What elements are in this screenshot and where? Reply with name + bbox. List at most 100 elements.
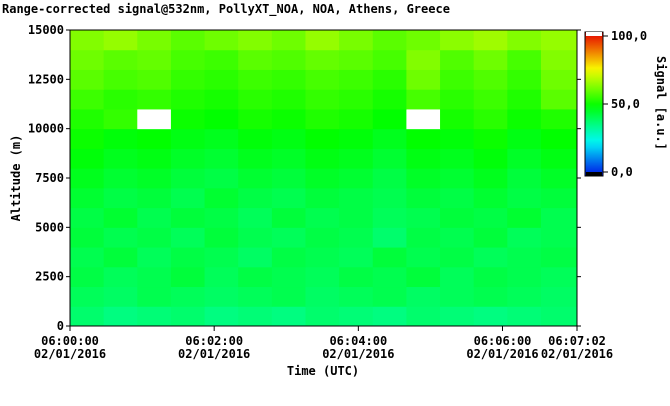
heatmap-cell <box>440 286 475 307</box>
heatmap-cell <box>339 187 374 209</box>
heatmap-cell <box>540 108 578 130</box>
heatmap-cell <box>507 227 542 248</box>
heatmap-cell <box>170 227 206 248</box>
heatmap-cell <box>507 168 542 189</box>
heatmap-cell <box>339 207 374 228</box>
colorbar-tick-label: 0,0 <box>611 165 633 179</box>
x-tick-label: 06:04:00 <box>329 334 387 348</box>
heatmap-cell <box>170 286 206 307</box>
heatmap-cell <box>507 148 542 169</box>
heatmap-cell <box>103 266 138 288</box>
heatmap-cell <box>204 108 239 130</box>
heatmap-cell <box>305 266 340 288</box>
heatmap-cell <box>271 286 306 307</box>
heatmap-cell <box>473 306 508 327</box>
heatmap-cell <box>305 306 340 327</box>
heatmap-cell <box>70 30 105 51</box>
colorbar <box>584 31 604 177</box>
x-tick-label: 06:00:00 <box>41 334 99 348</box>
x-tick-date: 02/01/2016 <box>178 347 250 361</box>
heatmap-cell <box>70 207 105 228</box>
heatmap-cell <box>238 286 273 307</box>
heatmap <box>70 30 578 327</box>
heatmap-cell <box>507 128 542 149</box>
heatmap-cell <box>372 128 407 149</box>
heatmap-cell <box>473 187 508 209</box>
heatmap-cell <box>339 247 374 268</box>
heatmap-cell <box>406 148 441 169</box>
heatmap-cell <box>473 69 508 90</box>
heatmap-cell <box>170 266 206 288</box>
heatmap-cell <box>305 30 340 51</box>
heatmap-cell <box>540 247 578 268</box>
colorbar-label: Signal [a.u.] <box>654 56 668 150</box>
colorbar-tick-label: 100,0 <box>611 29 647 43</box>
heatmap-cell <box>238 306 273 327</box>
heatmap-cell <box>406 187 441 209</box>
heatmap-cell <box>170 30 206 51</box>
heatmap-cell <box>70 128 105 149</box>
heatmap-cell <box>372 89 407 110</box>
heatmap-cell <box>204 227 239 248</box>
heatmap-cell <box>372 306 407 327</box>
heatmap-cell <box>507 286 542 307</box>
heatmap-cell <box>204 148 239 169</box>
heatmap-cell <box>406 49 441 70</box>
heatmap-cell <box>238 247 273 268</box>
heatmap-cell <box>406 227 441 248</box>
heatmap-cell <box>271 247 306 268</box>
heatmap-cell <box>70 247 105 268</box>
heatmap-cell <box>305 187 340 209</box>
heatmap-cell <box>238 89 273 110</box>
heatmap-cell <box>238 30 273 51</box>
heatmap-cell <box>170 148 206 169</box>
heatmap-cell <box>204 168 239 189</box>
heatmap-cell <box>137 148 172 169</box>
heatmap-cell <box>372 187 407 209</box>
heatmap-cell <box>204 69 239 90</box>
heatmap-cell <box>137 30 172 51</box>
heatmap-cell <box>440 168 475 189</box>
heatmap-cell <box>473 247 508 268</box>
heatmap-cell <box>170 187 206 209</box>
heatmap-cell <box>137 89 172 110</box>
heatmap-cell <box>103 30 138 51</box>
heatmap-cell <box>204 286 239 307</box>
x-axis-label: Time (UTC) <box>287 364 359 378</box>
heatmap-cell <box>204 30 239 51</box>
heatmap-cell <box>473 168 508 189</box>
heatmap-cell <box>339 286 374 307</box>
heatmap-cell <box>70 286 105 307</box>
heatmap-cell <box>540 128 578 149</box>
heatmap-cell <box>271 148 306 169</box>
heatmap-cell <box>170 69 206 90</box>
heatmap-cell <box>204 247 239 268</box>
y-tick-label: 5000 <box>35 220 64 234</box>
heatmap-cell <box>372 148 407 169</box>
heatmap-cell <box>540 266 578 288</box>
heatmap-cell <box>170 108 206 130</box>
heatmap-cell <box>507 247 542 268</box>
heatmap-cell <box>305 69 340 90</box>
heatmap-cell <box>271 128 306 149</box>
heatmap-cell <box>137 247 172 268</box>
heatmap-cell <box>372 30 407 51</box>
heatmap-cell <box>406 247 441 268</box>
heatmap-cell <box>540 227 578 248</box>
heatmap-cell <box>507 108 542 130</box>
heatmap-cell <box>473 128 508 149</box>
heatmap-cell <box>473 286 508 307</box>
heatmap-cell <box>70 227 105 248</box>
heatmap-cell <box>70 306 105 327</box>
heatmap-cell <box>170 49 206 70</box>
heatmap-cell <box>204 89 239 110</box>
heatmap-cell <box>406 128 441 149</box>
heatmap-cell <box>540 306 578 327</box>
heatmap-cell <box>305 247 340 268</box>
heatmap-cell <box>406 306 441 327</box>
heatmap-cell <box>339 30 374 51</box>
heatmap-cell <box>70 187 105 209</box>
heatmap-cell <box>170 168 206 189</box>
heatmap-cell <box>271 227 306 248</box>
